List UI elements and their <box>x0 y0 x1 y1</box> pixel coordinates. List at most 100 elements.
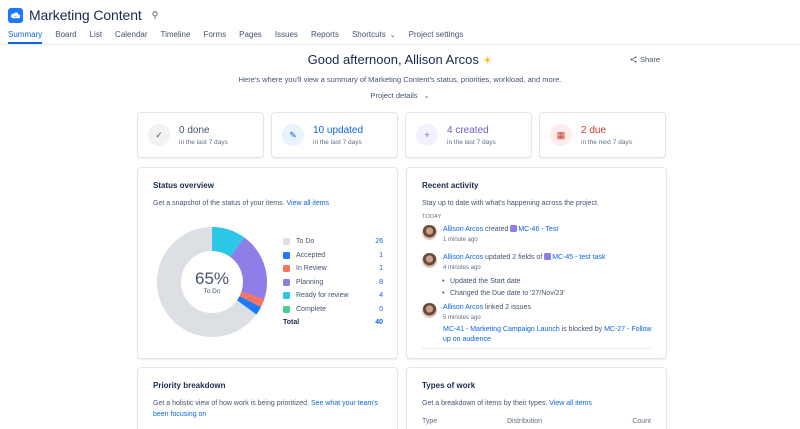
change-item: Updated the Start date <box>442 276 657 288</box>
stat-subtitle: in the last 7 days <box>447 138 496 146</box>
tab-pages[interactable]: Pages <box>239 28 262 44</box>
tab-shortcuts[interactable]: Shortcuts ⌄ <box>352 28 396 44</box>
stat-subtitle: in the last 7 days <box>313 138 362 146</box>
legend-total-value[interactable]: 40 <box>375 319 383 327</box>
nav-divider <box>0 44 800 45</box>
tab-issues[interactable]: Issues <box>275 28 298 44</box>
divider <box>422 348 651 349</box>
legend-value[interactable]: 1 <box>379 251 383 259</box>
tab-label: List <box>89 30 103 39</box>
cloud-icon <box>8 7 23 23</box>
swatch-icon <box>283 278 290 286</box>
description-text: Get a breakdown of items by their types. <box>422 400 548 407</box>
tab-calendar[interactable]: Calendar <box>115 28 147 44</box>
chevron-down-icon: ⌄ <box>389 32 396 39</box>
activity-action: linked 2 issues <box>483 304 531 311</box>
tab-label: Summary <box>8 30 43 39</box>
status-overview-card: Status overview Get a snapshot of the st… <box>137 167 398 359</box>
card-title: Recent activity <box>422 181 479 190</box>
stat-card-updated[interactable]: ✎ 10 updated in the last 7 days <box>271 112 398 158</box>
legend-row-ready-for-review[interactable]: Ready for review 4 <box>283 289 383 303</box>
activity-time: 5 minutes ago <box>443 315 481 321</box>
project-name: Marketing Content <box>29 7 142 23</box>
tab-label: Calendar <box>115 30 148 39</box>
legend-row-in-review[interactable]: In Review 1 <box>283 262 383 276</box>
chevron-down-icon: ⌄ <box>423 93 430 100</box>
plus-icon: + <box>416 124 438 146</box>
check-icon: ✓ <box>148 124 170 146</box>
legend-row-accepted[interactable]: Accepted 1 <box>283 249 383 263</box>
card-title: Priority breakdown <box>153 381 226 390</box>
page-subtitle: Here's where you'll view a summary of Ma… <box>238 75 562 84</box>
donut-center-label: 65% To Do <box>156 226 268 338</box>
column-header-type: Type <box>422 418 438 425</box>
legend-value[interactable]: 0 <box>379 305 383 313</box>
tab-label: Pages <box>239 30 262 39</box>
tab-project-settings[interactable]: Project settings <box>409 28 464 44</box>
stat-card-created[interactable]: + 4 created in the last 7 days <box>405 112 532 158</box>
view-all-items-link[interactable]: View all items <box>286 200 330 207</box>
legend-value[interactable]: 1 <box>379 265 383 273</box>
types-of-work-card: Types of work Get a breakdown of items b… <box>406 367 667 429</box>
activity-action: created <box>483 226 511 233</box>
project-details-toggle[interactable]: Project details ⌄ <box>0 91 800 100</box>
activity-item: Allison Arcos updated 2 fields of MC-45 … <box>422 253 657 300</box>
page-title: Good afternoon, Allison Arcos ☀ <box>0 52 800 67</box>
avatar[interactable] <box>422 253 437 268</box>
user-link[interactable]: Allison Arcos <box>443 226 484 233</box>
legend-label: Planning <box>296 278 324 286</box>
team-focus-link[interactable]: See what your team's been focusing on <box>153 400 379 418</box>
stat-subtitle: in the next 7 days <box>581 138 632 146</box>
tab-label: Forms <box>203 30 227 39</box>
legend-row-total: Total 40 <box>283 316 383 330</box>
share-icon <box>630 56 637 63</box>
user-link[interactable]: Allison Arcos <box>443 254 484 261</box>
card-description: Get a breakdown of items by their types.… <box>422 398 592 409</box>
stat-card-due[interactable]: ▦ 2 due in the next 7 days <box>539 112 666 158</box>
tab-reports[interactable]: Reports <box>311 28 339 44</box>
legend-value[interactable]: 26 <box>375 238 383 246</box>
tab-summary[interactable]: Summary <box>8 28 43 44</box>
priority-breakdown-card: Priority breakdown Get a holistic view o… <box>137 367 398 429</box>
tab-list[interactable]: List <box>90 28 102 44</box>
recent-activity-card: Recent activity Stay up to date with wha… <box>406 167 667 359</box>
activity-time: 4 minutes ago <box>443 265 481 271</box>
legend-value[interactable]: 8 <box>379 278 383 286</box>
issue-link[interactable]: MC-46 - Test <box>518 226 559 233</box>
project-details-label: Project details <box>370 91 418 100</box>
card-description: Get a holistic view of how work is being… <box>153 398 388 420</box>
card-description: Get a snapshot of the status of your ite… <box>153 198 329 209</box>
greeting-text: Good afternoon, Allison Arcos <box>307 52 479 67</box>
share-label: Share <box>639 55 660 64</box>
donut-label: To Do <box>203 287 221 295</box>
issue-link[interactable]: MC-27 - Follow up on audience <box>443 326 652 343</box>
card-title: Types of work <box>422 381 476 390</box>
stat-card-done[interactable]: ✓ 0 done in the last 7 days <box>137 112 264 158</box>
calendar-icon: ▦ <box>550 124 572 146</box>
tab-label: Project settings <box>408 30 464 39</box>
avatar[interactable] <box>422 303 437 318</box>
issue-link[interactable]: MC-41 - Marketing Campaign Launch <box>443 326 560 333</box>
tab-board[interactable]: Board <box>55 28 76 44</box>
tab-forms[interactable]: Forms <box>203 28 226 44</box>
legend-label: Ready for review <box>296 292 349 300</box>
swatch-icon <box>283 265 290 273</box>
avatar[interactable] <box>422 225 437 240</box>
pin-icon[interactable]: ⚲ <box>151 9 159 20</box>
legend-row-complete[interactable]: Complete 0 <box>283 303 383 317</box>
swatch-icon <box>283 251 290 259</box>
legend-row-to-do[interactable]: To Do 26 <box>283 235 383 249</box>
legend-row-planning[interactable]: Planning 8 <box>283 276 383 290</box>
tab-label: Issues <box>274 30 298 39</box>
legend-value[interactable]: 4 <box>379 292 383 300</box>
view-all-items-link[interactable]: View all items <box>549 400 592 407</box>
legend-label: In Review <box>296 265 327 273</box>
swatch-icon <box>283 238 290 246</box>
status-donut-chart[interactable] <box>156 226 268 338</box>
issue-link[interactable]: MC-45 - test task <box>552 254 606 261</box>
issue-type-icon <box>544 253 552 260</box>
tab-timeline[interactable]: Timeline <box>161 28 191 44</box>
donut-percent: 65% <box>194 268 230 288</box>
user-link[interactable]: Allison Arcos <box>443 304 484 311</box>
share-button[interactable]: Share <box>630 55 660 64</box>
